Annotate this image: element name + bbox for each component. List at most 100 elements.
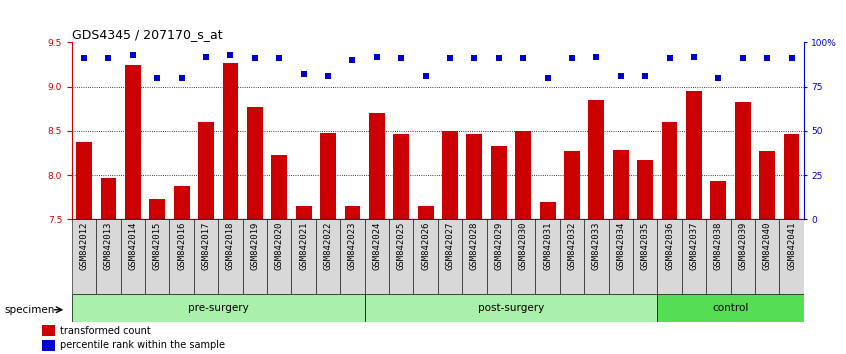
Bar bbox=[247, 107, 263, 219]
Bar bbox=[438, 219, 462, 294]
Bar bbox=[442, 131, 458, 219]
Bar bbox=[491, 146, 507, 219]
Bar bbox=[783, 133, 799, 219]
Bar bbox=[515, 131, 531, 219]
Text: GSM842023: GSM842023 bbox=[348, 222, 357, 270]
Bar bbox=[779, 219, 804, 294]
Bar bbox=[243, 219, 267, 294]
Bar bbox=[755, 219, 779, 294]
Text: control: control bbox=[712, 303, 749, 313]
Bar bbox=[218, 219, 243, 294]
Text: GSM842037: GSM842037 bbox=[689, 222, 699, 270]
Text: GSM842013: GSM842013 bbox=[104, 222, 113, 270]
Bar bbox=[296, 206, 311, 219]
Text: GSM842018: GSM842018 bbox=[226, 222, 235, 270]
Text: percentile rank within the sample: percentile rank within the sample bbox=[60, 341, 225, 350]
Text: GSM842015: GSM842015 bbox=[153, 222, 162, 270]
Point bbox=[151, 75, 164, 81]
Text: GSM842026: GSM842026 bbox=[421, 222, 430, 270]
Point bbox=[223, 52, 237, 58]
Bar bbox=[389, 219, 414, 294]
Point bbox=[785, 56, 799, 61]
Bar bbox=[560, 219, 584, 294]
Point bbox=[614, 73, 628, 79]
Point bbox=[102, 56, 115, 61]
Bar bbox=[706, 219, 730, 294]
Bar bbox=[540, 202, 556, 219]
Text: GSM842027: GSM842027 bbox=[446, 222, 454, 270]
Bar bbox=[657, 294, 804, 322]
Bar bbox=[613, 150, 629, 219]
Point bbox=[565, 56, 579, 61]
Bar bbox=[145, 219, 169, 294]
Bar bbox=[169, 219, 194, 294]
Bar bbox=[711, 182, 726, 219]
Bar bbox=[462, 219, 486, 294]
Text: GSM842016: GSM842016 bbox=[177, 222, 186, 270]
Point bbox=[419, 73, 432, 79]
Bar bbox=[730, 219, 755, 294]
Text: GDS4345 / 207170_s_at: GDS4345 / 207170_s_at bbox=[72, 28, 222, 41]
Point bbox=[736, 56, 750, 61]
Text: pre-surgery: pre-surgery bbox=[188, 303, 249, 313]
Point bbox=[248, 56, 261, 61]
Bar bbox=[589, 100, 604, 219]
Point bbox=[468, 56, 481, 61]
Bar bbox=[418, 206, 433, 219]
Bar bbox=[369, 113, 385, 219]
Point bbox=[541, 75, 554, 81]
Bar bbox=[72, 294, 365, 322]
Bar bbox=[657, 219, 682, 294]
Bar bbox=[222, 63, 239, 219]
Bar bbox=[267, 219, 291, 294]
Point bbox=[272, 56, 286, 61]
Text: GSM842041: GSM842041 bbox=[787, 222, 796, 270]
Bar bbox=[633, 219, 657, 294]
Point bbox=[516, 56, 530, 61]
Text: GSM842029: GSM842029 bbox=[494, 222, 503, 270]
Bar bbox=[340, 219, 365, 294]
Bar bbox=[637, 160, 653, 219]
Text: GSM842039: GSM842039 bbox=[739, 222, 747, 270]
Point bbox=[77, 56, 91, 61]
Bar bbox=[662, 122, 678, 219]
Text: GSM842040: GSM842040 bbox=[762, 222, 772, 270]
Text: GSM842032: GSM842032 bbox=[568, 222, 576, 270]
Point bbox=[590, 54, 603, 59]
Bar bbox=[414, 219, 438, 294]
Bar bbox=[72, 219, 96, 294]
Bar bbox=[173, 186, 190, 219]
Text: GSM842028: GSM842028 bbox=[470, 222, 479, 270]
Bar bbox=[584, 219, 608, 294]
Point bbox=[321, 73, 335, 79]
Point bbox=[370, 54, 383, 59]
Bar bbox=[682, 219, 706, 294]
Point bbox=[443, 56, 457, 61]
Bar bbox=[511, 219, 536, 294]
Bar bbox=[121, 219, 145, 294]
Text: GSM842012: GSM842012 bbox=[80, 222, 89, 270]
Text: post-surgery: post-surgery bbox=[478, 303, 544, 313]
Bar bbox=[316, 219, 340, 294]
Text: GSM842038: GSM842038 bbox=[714, 222, 722, 270]
Bar bbox=[486, 219, 511, 294]
Bar bbox=[320, 133, 336, 219]
Bar bbox=[344, 206, 360, 219]
Text: specimen: specimen bbox=[4, 305, 55, 315]
Point bbox=[761, 56, 774, 61]
Text: GSM842021: GSM842021 bbox=[299, 222, 308, 270]
Point bbox=[200, 54, 213, 59]
Text: GSM842017: GSM842017 bbox=[201, 222, 211, 270]
Text: GSM842025: GSM842025 bbox=[397, 222, 406, 270]
Point bbox=[175, 75, 189, 81]
Bar bbox=[272, 155, 287, 219]
Text: GSM842024: GSM842024 bbox=[372, 222, 382, 270]
Text: transformed count: transformed count bbox=[60, 326, 151, 336]
Bar bbox=[42, 325, 55, 336]
Text: GSM842034: GSM842034 bbox=[616, 222, 625, 270]
Bar bbox=[564, 152, 580, 219]
Text: GSM842019: GSM842019 bbox=[250, 222, 260, 270]
Text: GSM842031: GSM842031 bbox=[543, 222, 552, 270]
Bar bbox=[291, 219, 316, 294]
Bar bbox=[735, 102, 750, 219]
